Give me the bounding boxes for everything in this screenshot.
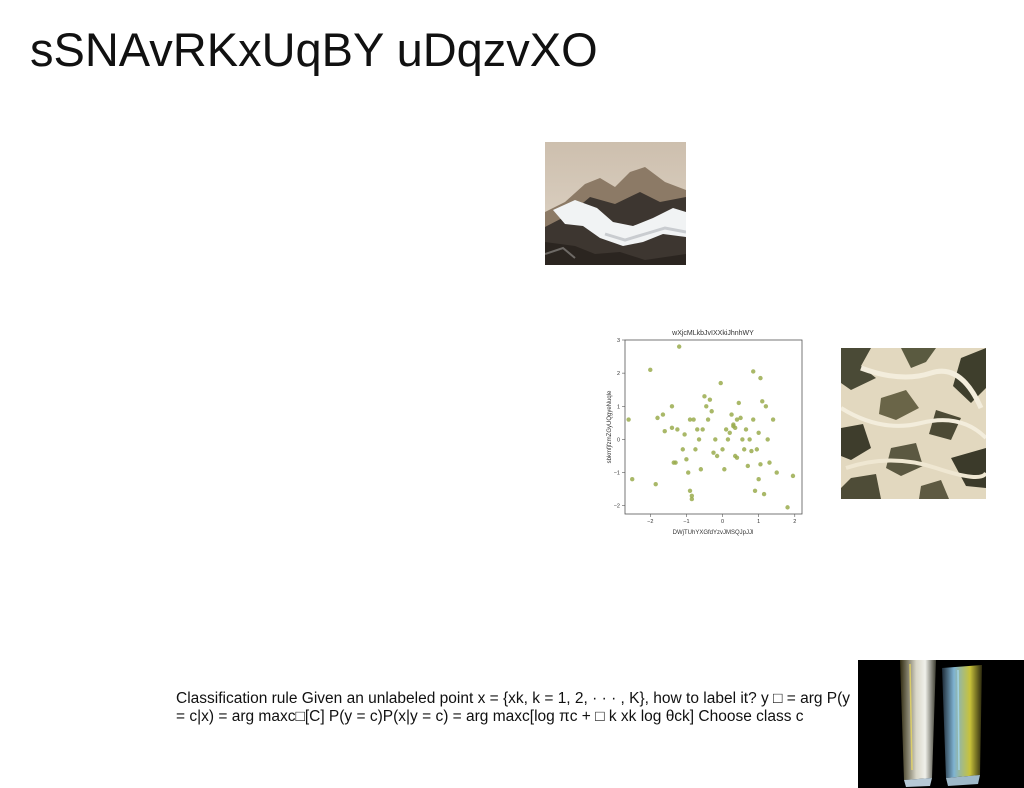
scatter-point	[725, 437, 731, 442]
scatter-point	[756, 430, 761, 435]
scatter-point	[738, 415, 743, 421]
scatter-point	[742, 447, 747, 452]
y-tick-label: 1	[617, 404, 620, 410]
scatter-point	[758, 462, 763, 467]
mountain-image	[545, 142, 686, 265]
scatter-point	[695, 427, 700, 432]
scatter-point	[707, 397, 713, 402]
x-axis-label: DWjTUhYXGfdYzvJMSQJpJJl	[673, 530, 754, 536]
scatter-point	[705, 417, 711, 422]
scatter-point	[790, 473, 796, 479]
scatter-point	[696, 437, 702, 442]
scatter-point	[711, 450, 716, 455]
x-tick-label: 0	[721, 519, 724, 525]
classification-rule-text: Classification rule Given an unlabeled p…	[176, 690, 851, 725]
scatter-point	[758, 375, 763, 381]
scatter-point	[745, 463, 751, 469]
scatter-point	[767, 460, 772, 465]
scatter-point	[698, 467, 704, 472]
x-tick-label: 1	[757, 519, 760, 525]
scatter-point	[660, 412, 666, 417]
scatter-point	[709, 409, 714, 414]
scatter-point	[630, 477, 635, 482]
scatter-point	[691, 417, 696, 422]
scatter-point	[675, 427, 680, 432]
scatter-point	[743, 427, 749, 432]
scatter-point	[729, 412, 734, 417]
y-axis-label: sbkmfjfzmZGyUQgyeNuqle	[607, 390, 613, 463]
scatter-point	[684, 457, 689, 462]
scatter-point	[761, 491, 767, 497]
scatter-point	[765, 437, 770, 442]
x-tick-label: −2	[647, 519, 653, 525]
scatter-point	[718, 380, 723, 386]
scatter-point	[731, 423, 736, 429]
slide-title: sSNAvRKxUqBY uDqzvXO	[30, 23, 598, 76]
scatter-chart: wXjcMLkbJvIXXkiJhnhWY −2 −1 0 1 2 −2 −1 0 1 2 3 D…	[607, 330, 803, 536]
glass-prisms-image	[858, 660, 1024, 788]
x-tick-label: 2	[793, 519, 796, 525]
scatter-point	[653, 481, 658, 487]
scatter-point	[734, 417, 740, 422]
scatter-point	[686, 470, 691, 475]
y-tick-label: 0	[617, 437, 620, 443]
scatter-point	[774, 470, 779, 475]
y-tick-label: −1	[614, 471, 620, 477]
scatter-point	[751, 369, 756, 374]
scatter-point	[680, 447, 685, 452]
y-tick-label: −2	[614, 504, 620, 510]
scatter-point	[752, 488, 758, 493]
x-tick-label: −1	[683, 519, 689, 525]
scatter-point	[754, 447, 760, 452]
scatter-point	[702, 394, 707, 399]
scatter-point	[682, 432, 687, 437]
scatter-point	[687, 488, 693, 493]
y-tick-label: 2	[617, 371, 620, 377]
scatter-point	[720, 447, 725, 452]
y-tick-label: 3	[617, 338, 620, 344]
scatter-point	[740, 437, 745, 442]
chart-title: wXjcMLkbJvIXXkiJhnhWY	[671, 330, 754, 337]
scatter-point	[693, 447, 698, 452]
texture-image	[841, 348, 986, 499]
scatter-point	[736, 400, 741, 406]
scatter-point	[700, 427, 705, 432]
scatter-point	[669, 425, 675, 431]
scatter-point	[648, 367, 653, 373]
scatter-point	[756, 477, 761, 482]
scatter-point	[747, 437, 752, 442]
scatter-point	[763, 404, 769, 409]
plot-frame	[624, 339, 803, 515]
scatter-point	[713, 437, 718, 442]
scatter-point	[714, 453, 720, 459]
scatter-point	[669, 404, 675, 409]
scatter-point	[723, 427, 729, 432]
scatter-point	[704, 404, 709, 409]
scatter-point	[727, 430, 732, 435]
scatter-point	[662, 428, 667, 434]
scatter-point	[626, 417, 631, 422]
scatter-point	[770, 417, 776, 422]
scatter-point	[687, 417, 693, 422]
scatter-point	[722, 467, 727, 472]
scatter-point	[676, 344, 682, 349]
scatter-point	[734, 455, 740, 460]
scatter-point	[671, 460, 676, 465]
scatter-point	[760, 399, 765, 404]
scatter-point	[689, 493, 695, 498]
scatter-point	[751, 417, 756, 422]
scatter-point	[689, 496, 695, 502]
scatter-point	[785, 505, 790, 510]
scatter-point	[749, 448, 754, 454]
scatter-point	[655, 415, 660, 421]
